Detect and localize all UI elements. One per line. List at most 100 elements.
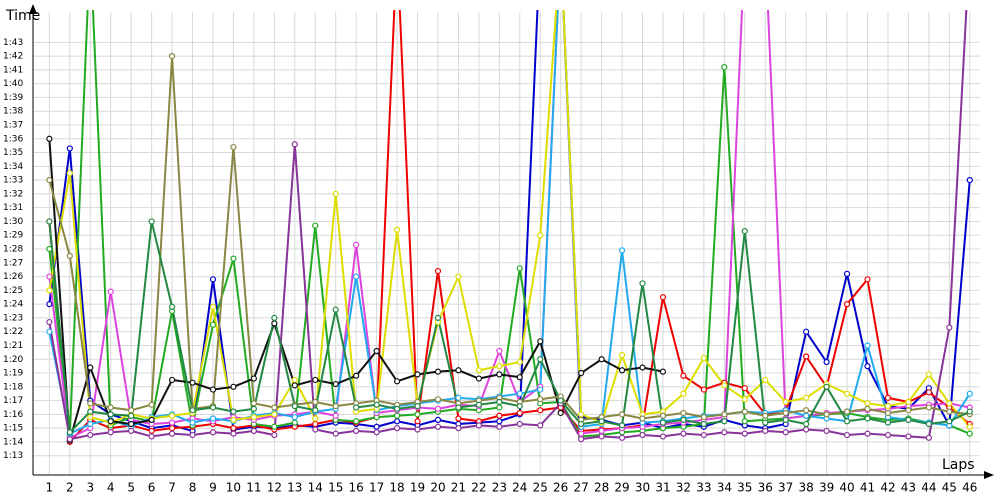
point-marker (925, 404, 932, 411)
point-marker (578, 420, 585, 428)
point-marker (353, 427, 360, 435)
point-marker (168, 376, 176, 384)
point-marker (66, 170, 73, 177)
y-axis-arrow (29, 4, 37, 14)
point-marker (659, 368, 667, 375)
point-marker (803, 353, 810, 360)
x-tick-label: 1 (46, 481, 54, 495)
x-tick-label: 19 (410, 481, 425, 495)
point-marker (107, 288, 114, 295)
point-marker (393, 425, 401, 432)
point-marker (823, 383, 830, 390)
point-marker (455, 394, 462, 401)
y-tick-label: 1:26 (3, 272, 23, 282)
point-marker (925, 420, 932, 428)
point-marker (516, 409, 523, 417)
point-marker (925, 389, 932, 396)
point-marker (291, 382, 298, 389)
point-marker (496, 398, 503, 406)
point-marker (639, 431, 646, 439)
x-tick-label: 39 (819, 481, 834, 495)
point-marker (496, 347, 503, 355)
point-marker (782, 416, 789, 423)
point-marker (168, 52, 176, 60)
point-marker (496, 363, 503, 370)
point-marker (721, 64, 728, 71)
point-marker (618, 367, 626, 374)
point-marker (148, 218, 155, 225)
point-marker (250, 405, 257, 412)
point-marker (639, 280, 646, 287)
point-marker (700, 386, 707, 393)
point-marker (66, 252, 73, 260)
x-tick-label: 46 (962, 481, 977, 495)
point-marker (496, 371, 503, 378)
point-marker (680, 430, 687, 437)
point-marker (578, 369, 585, 377)
x-tick-label: 13 (287, 481, 302, 495)
point-marker (373, 423, 380, 430)
x-tick-label: 40 (839, 481, 854, 495)
y-tick-label: 1:24 (3, 300, 23, 310)
point-marker (332, 412, 339, 419)
point-marker (537, 338, 544, 345)
point-marker (66, 145, 73, 152)
x-tick-label: 36 (758, 481, 773, 495)
point-marker (250, 375, 257, 382)
point-marker (884, 403, 892, 410)
point-marker (618, 411, 626, 418)
point-marker (312, 415, 319, 422)
x-tick-label: 26 (553, 481, 568, 495)
point-marker (46, 135, 53, 142)
point-marker (946, 418, 953, 425)
point-marker (537, 396, 544, 403)
point-marker (475, 422, 482, 429)
point-marker (434, 423, 442, 430)
point-marker (87, 400, 94, 407)
point-marker (250, 400, 257, 407)
point-marker (905, 433, 912, 440)
y-tick-label: 1:13 (3, 451, 23, 461)
point-marker (434, 267, 442, 275)
point-marker (516, 390, 523, 397)
point-marker (434, 396, 442, 403)
x-tick-label: 14 (308, 481, 323, 495)
point-marker (230, 430, 237, 437)
point-marker (843, 390, 851, 397)
x-tick-label: 33 (696, 481, 711, 495)
y-tick-label: 1:19 (3, 369, 23, 379)
x-tick-label: 3 (86, 481, 94, 495)
point-marker (762, 419, 769, 426)
x-tick-label: 37 (778, 481, 793, 495)
point-marker (659, 294, 667, 301)
point-marker (721, 411, 728, 418)
y-tick-label: 1:37 (3, 120, 23, 130)
point-marker (557, 409, 564, 417)
point-marker (946, 400, 953, 407)
point-marker (312, 420, 319, 428)
point-marker (843, 270, 851, 277)
point-marker (271, 423, 278, 430)
y-tick-label: 1:20 (3, 355, 23, 365)
point-marker (189, 379, 196, 386)
point-marker (455, 404, 462, 411)
x-tick-label: 38 (799, 481, 814, 495)
point-marker (496, 412, 503, 419)
x-tick-label: 41 (860, 481, 875, 495)
y-tick-label: 1:29 (3, 231, 23, 241)
point-marker (475, 401, 482, 408)
point-marker (189, 419, 196, 426)
point-marker (373, 429, 380, 436)
point-marker (291, 141, 298, 148)
x-axis-arrow (984, 471, 994, 479)
point-marker (434, 368, 442, 375)
point-marker (700, 420, 707, 428)
point-marker (762, 376, 769, 384)
point-marker (87, 420, 94, 428)
point-marker (598, 418, 605, 425)
point-marker (46, 177, 53, 184)
point-marker (87, 364, 94, 371)
point-marker (353, 273, 360, 280)
point-marker (803, 407, 810, 414)
